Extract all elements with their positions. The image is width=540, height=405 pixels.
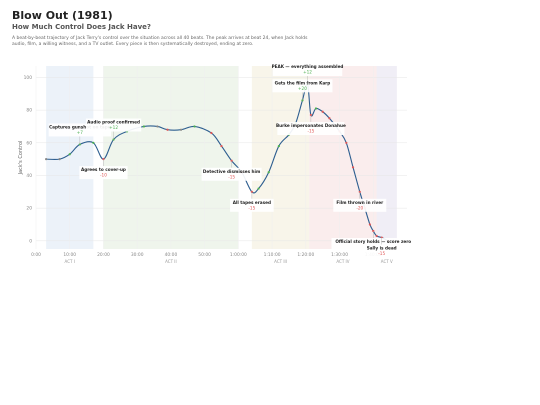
annotation-title: Gets the film from Karp — [275, 80, 331, 85]
beat-point — [345, 141, 348, 144]
beat-point — [210, 131, 213, 135]
act-bands: ACT I ACT II ACT III ACT IV ACT V — [46, 66, 397, 264]
x-tick-label: 30:00 — [131, 252, 144, 258]
annotation-title: Sally is dead — [367, 246, 397, 251]
annotation-title: Captures gunshot on tape — [49, 124, 111, 129]
annotation-delta: -10 — [100, 173, 107, 178]
annotation-title: Official story holds — score zero — [335, 239, 411, 244]
y-tick-label: 80 — [26, 108, 32, 114]
beat-point — [314, 107, 318, 110]
act-band-5 — [376, 66, 397, 249]
annotation-box — [272, 79, 333, 93]
beat-point — [58, 158, 61, 161]
chart-description: A beat-by-beat trajectory of Jack Terry'… — [12, 36, 308, 47]
annotation: Agrees to cover-up-10 — [79, 159, 128, 180]
beat-point — [372, 229, 375, 233]
annotation: PEAK — everything assembled+12 — [272, 62, 344, 84]
annotation-title: All tapes erased — [233, 200, 271, 205]
chart-title: Blow Out (1981) — [12, 9, 113, 22]
act-band-4 — [309, 66, 377, 249]
beat-point — [368, 223, 371, 226]
annotation: Burke impersonates Donahue-15 — [276, 115, 346, 136]
annotation-box — [201, 167, 262, 181]
beat-point — [166, 128, 169, 131]
x-tick-label: 1:30:00 — [331, 252, 348, 258]
annotation-box — [363, 244, 400, 258]
annotation-title: Audio proof confirmed — [87, 120, 140, 125]
annotation-delta: -20 — [356, 205, 363, 210]
act-label-4: ACT IV — [336, 259, 349, 264]
annotation-box — [85, 118, 142, 132]
annotation-box — [230, 198, 274, 212]
annotation: Sally is dead-15 — [363, 237, 400, 258]
annotation-box — [277, 122, 345, 136]
annotation-title: Burke impersonates Donahue — [276, 123, 346, 128]
annotation-box — [333, 198, 387, 212]
beat-point — [179, 128, 183, 131]
y-tick-label: 20 — [26, 206, 32, 212]
act-band-3 — [251, 66, 310, 249]
x-tick-label: 1:10:00 — [264, 252, 281, 258]
x-tick-label: 10:00 — [63, 252, 76, 258]
annotation: All tapes erased-15 — [230, 191, 274, 212]
beat-point — [321, 110, 324, 113]
x-tick-label: 1:00:00 — [230, 252, 247, 258]
beat-point — [328, 117, 331, 120]
beat-point — [375, 234, 378, 238]
beat-point — [193, 125, 196, 128]
annotation-box — [79, 166, 128, 180]
y-tick-label: 40 — [26, 173, 32, 179]
annotation: Detective dismisses him-15 — [201, 160, 262, 181]
beat-point — [351, 166, 355, 169]
annotation-delta: +12 — [109, 125, 118, 130]
annotation-delta: -15 — [307, 129, 314, 134]
x-tick-label: 20:00 — [97, 252, 110, 258]
annotation-box — [272, 62, 343, 76]
x-tick-label: 1:20:00 — [297, 252, 314, 258]
beat-point — [142, 125, 146, 128]
x-tick-label: 50:00 — [198, 252, 211, 258]
beat-point — [267, 171, 270, 174]
y-tick-label: 100 — [24, 75, 33, 81]
annotations: Captures gunshot on tape+7 Agrees to cove… — [48, 62, 416, 258]
annotation: Gets the film from Karp+20 — [272, 79, 333, 101]
y-axis-label: Jack's Control — [18, 141, 24, 176]
beat-point — [257, 187, 260, 190]
annotation-title: Agrees to cover-up — [81, 167, 126, 172]
y-tick-label: 0 — [29, 238, 32, 244]
beat-point — [45, 158, 48, 161]
annotation-delta: -15 — [248, 205, 255, 210]
beat-point — [102, 158, 105, 161]
chart-subtitle: How Much Control Does Jack Have? — [12, 23, 151, 31]
annotation: Audio proof confirmed+12 — [85, 118, 142, 140]
act-label-2: ACT II — [165, 259, 177, 264]
x-tick-label: 0:00 — [31, 252, 41, 258]
act-label-5: ACT V — [381, 259, 393, 264]
annotation-delta: +20 — [298, 86, 307, 91]
act-label-3: ACT III — [274, 259, 287, 264]
beat-point — [277, 144, 280, 148]
beat-point — [156, 125, 159, 128]
beat-point — [92, 141, 95, 144]
annotation-delta: +12 — [303, 69, 312, 74]
annotation-title: PEAK — everything assembled — [272, 64, 344, 69]
annotation-title: Detective dismisses him — [203, 169, 261, 174]
y-tick-label: 60 — [26, 140, 32, 146]
act-label-1: ACT I — [65, 259, 75, 264]
annotation-delta: -15 — [228, 174, 235, 179]
annotation-title: Film thrown in river — [336, 200, 384, 205]
beat-point — [68, 153, 71, 156]
annotation-delta: +7 — [77, 130, 84, 135]
annotation-delta: -15 — [378, 251, 385, 256]
annotation: Film thrown in river-20 — [333, 191, 387, 212]
x-tick-label: 40:00 — [165, 252, 178, 258]
beat-point — [220, 144, 223, 148]
